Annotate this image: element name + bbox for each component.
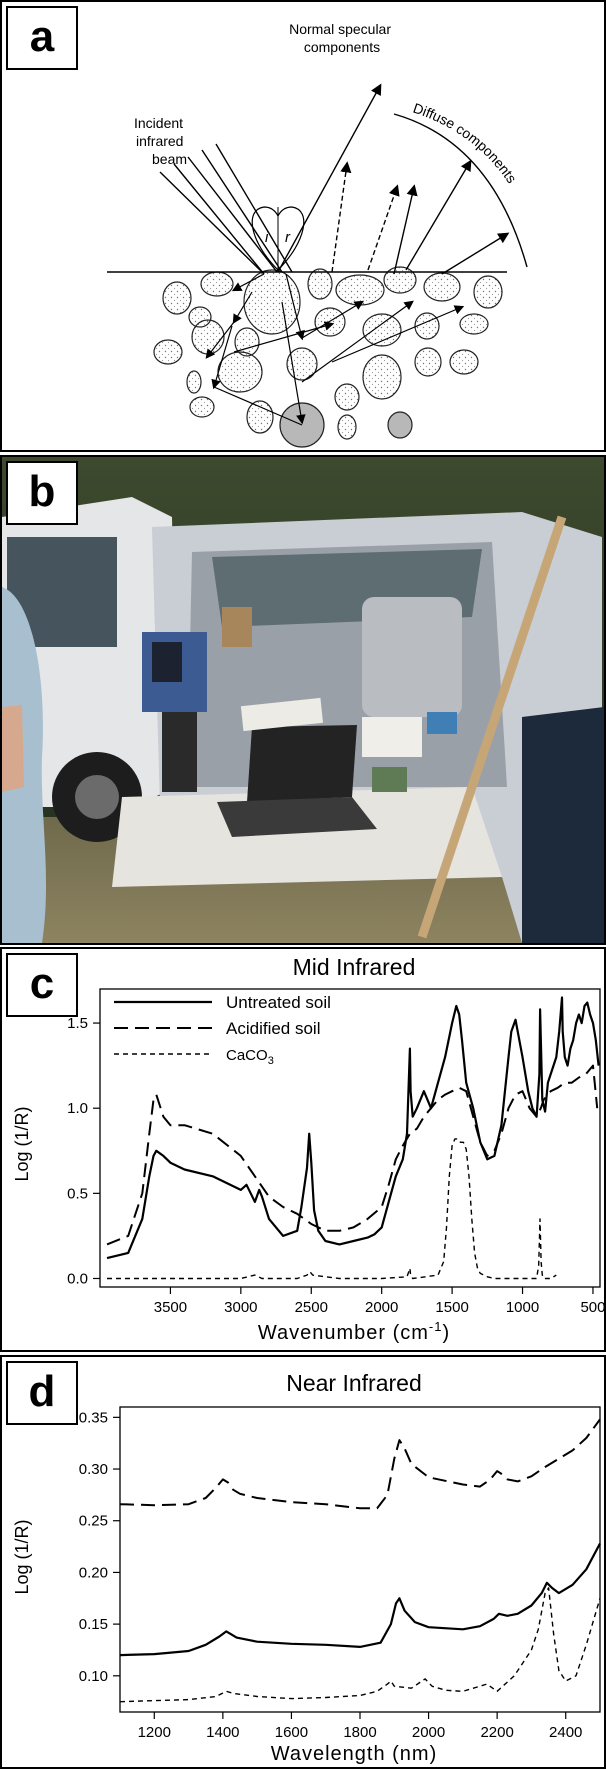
specular-label: Normal specular components xyxy=(289,21,395,55)
angle-i-label: i xyxy=(265,229,269,246)
mid-infrared-chart-svg: Mid Infrared 3500 3000 2500 2000 1500 1000 500… xyxy=(12,954,604,1344)
mir-x-axis: 3500 3000 2500 2000 1500 1000 500 xyxy=(154,1287,604,1316)
mir-legend-label-1: Acidified soil xyxy=(226,1019,321,1038)
tailgate xyxy=(112,787,502,887)
panel-label-d: d xyxy=(6,1361,78,1425)
panel-label-a: a xyxy=(6,6,78,70)
mir-y-axis: 0.0 0.5 1.0 1.5 xyxy=(67,1015,100,1287)
papers xyxy=(240,697,324,732)
mir-series-line-2 xyxy=(107,1138,557,1280)
reflectance-schematic: i r xyxy=(107,21,528,448)
nir-x-tick-label: 1800 xyxy=(343,1724,376,1741)
field-setup-photo xyxy=(2,457,604,943)
panel-a-diffuse-reflectance-diagram: a xyxy=(0,0,606,452)
mir-x-tick-label: 1500 xyxy=(435,1299,468,1316)
nir-plot-frame xyxy=(119,1406,601,1713)
incident-beam-label: Incident infrared beam xyxy=(134,115,187,167)
mir-x-tick-label: 2500 xyxy=(295,1299,328,1316)
instrument-stand xyxy=(162,712,197,792)
nir-x-axis: 1200 1400 1600 1800 2000 2200 2400 xyxy=(138,1712,582,1741)
nir-x-tick-label: 1400 xyxy=(206,1724,239,1741)
blue-item xyxy=(427,712,457,734)
nir-x-tick-label: 2000 xyxy=(412,1724,445,1741)
mir-x-tick-label: 3000 xyxy=(224,1299,257,1316)
diffuse-arc xyxy=(393,113,528,268)
mir-legend-label-0: Untreated soil xyxy=(226,993,331,1012)
internal-scatter-paths xyxy=(205,273,465,426)
nir-x-tick-label: 1200 xyxy=(138,1724,171,1741)
nir-y-tick-label: 0.30 xyxy=(79,1461,108,1478)
mir-y-tick-label: 1.5 xyxy=(67,1015,88,1032)
nir-y-axis-label: Log (1/R) xyxy=(12,1519,32,1594)
mir-x-tick-label: 3500 xyxy=(154,1299,187,1316)
panel-d-near-infrared-chart: d Near Infrared 1200 1400 1600 1800 2000 2200… xyxy=(0,1355,606,1769)
near-infrared-chart-svg: Near Infrared 1200 1400 1600 1800 2000 2200 24… xyxy=(12,1370,601,1765)
nir-series-line-2 xyxy=(119,1587,601,1703)
reflected-rays xyxy=(277,83,510,275)
nir-x-tick-label: 1600 xyxy=(275,1724,308,1741)
mir-x-axis-label: Wavenumber (cm-1) xyxy=(258,1319,450,1344)
mir-legend: Untreated soil Acidified soil CaCO3 xyxy=(114,993,331,1067)
nir-y-tick-label: 0.10 xyxy=(79,1668,108,1685)
seat xyxy=(362,597,462,717)
mir-series-line-1 xyxy=(106,1064,599,1246)
shovel-handle xyxy=(417,515,567,939)
nir-series-line-1 xyxy=(119,1542,601,1657)
mir-series-line-0 xyxy=(106,996,600,1260)
nir-y-axis: 0.10 0.15 0.20 0.25 0.30 0.35 xyxy=(79,1409,120,1685)
nir-series-line-0 xyxy=(119,1418,601,1510)
mir-y-tick-label: 0.0 xyxy=(67,1270,88,1287)
mir-chart-title: Mid Infrared xyxy=(293,954,416,980)
laptop-base xyxy=(217,797,377,837)
panel-b-field-photo: b xyxy=(0,455,606,945)
angle-r-label: r xyxy=(285,229,291,246)
panel-c-mid-infrared-chart: c Mid Infrared 3500 3000 2500 2000 1500 1000 5… xyxy=(0,947,606,1352)
nir-x-tick-label: 2200 xyxy=(480,1724,513,1741)
diffuse-label: Diffuse components xyxy=(411,100,520,186)
mir-legend-label-2: CaCO3 xyxy=(226,1047,274,1067)
nir-y-tick-label: 0.25 xyxy=(79,1513,108,1530)
panel-label-b: b xyxy=(6,461,78,525)
incident-beam-rays xyxy=(159,143,293,275)
green-item xyxy=(372,767,407,792)
mir-x-tick-label: 500 xyxy=(580,1299,604,1316)
mir-x-tick-label: 1000 xyxy=(506,1299,539,1316)
soil-particles xyxy=(153,266,503,440)
laptop-screen xyxy=(247,725,357,802)
nir-y-tick-label: 0.35 xyxy=(79,1409,108,1426)
paper-stack xyxy=(362,717,422,757)
mir-plot-frame xyxy=(99,988,601,1288)
nir-chart-title: Near Infrared xyxy=(286,1370,422,1396)
nir-y-tick-label: 0.15 xyxy=(79,1616,108,1633)
specular-ray xyxy=(277,83,382,273)
person-left xyxy=(2,587,47,943)
nir-series-group xyxy=(119,1418,601,1703)
nir-x-axis-label: Wavelength (nm) xyxy=(271,1743,438,1765)
mir-y-axis-label: Log (1/R) xyxy=(12,1106,32,1181)
mir-y-tick-label: 1.0 xyxy=(67,1100,88,1117)
nir-y-tick-label: 0.20 xyxy=(79,1564,108,1581)
panel-label-c: c xyxy=(6,953,78,1017)
mir-series-group xyxy=(106,996,600,1280)
mir-y-tick-label: 0.5 xyxy=(67,1185,88,1202)
angle-lobes xyxy=(251,206,305,271)
cardboard-box xyxy=(222,607,252,647)
mir-x-tick-label: 2000 xyxy=(365,1299,398,1316)
nir-x-tick-label: 2400 xyxy=(549,1724,582,1741)
right-bin xyxy=(522,707,604,943)
